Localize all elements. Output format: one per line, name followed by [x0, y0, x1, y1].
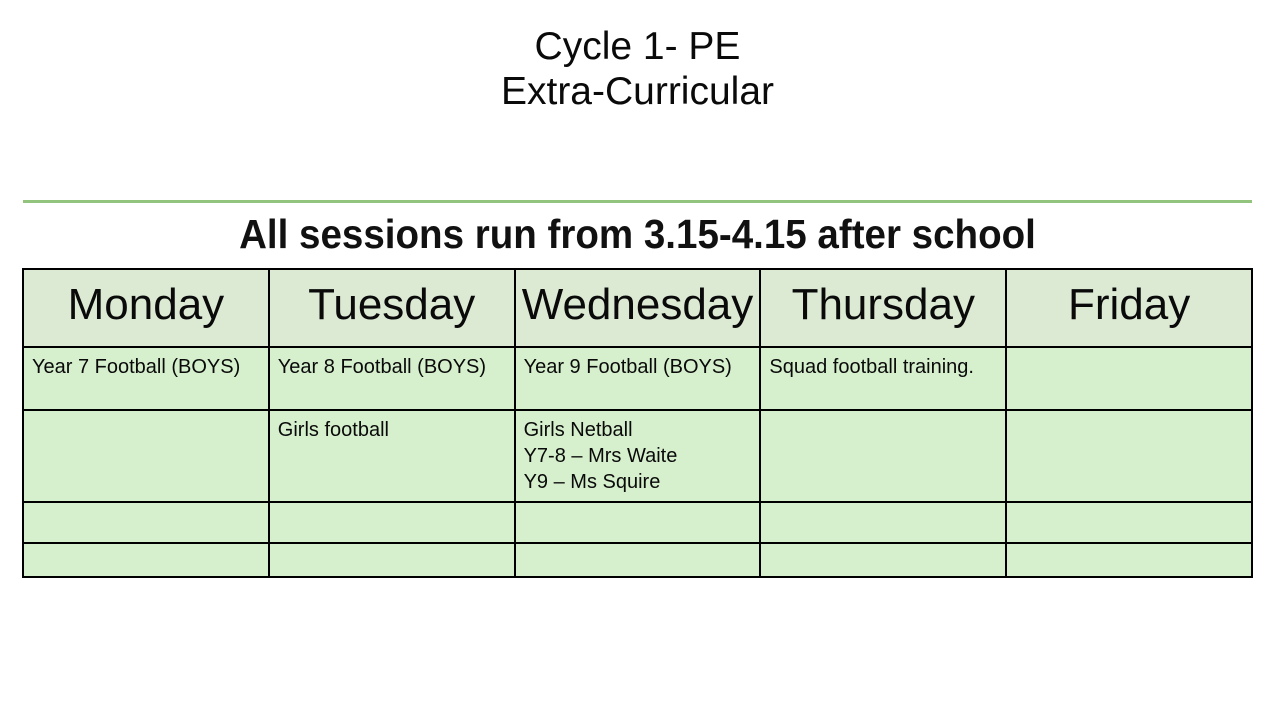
timetable-cell — [759, 542, 1008, 578]
timetable-cell — [22, 542, 270, 578]
table-row: Year 7 Football (BOYS) Year 8 Football (… — [22, 346, 1253, 411]
page-title-line2: Extra-Curricular — [500, 70, 775, 113]
green-divider-line — [23, 200, 1252, 203]
timetable-cell — [513, 501, 762, 544]
timetable-cell — [759, 409, 1008, 503]
day-header-friday: Friday — [1005, 268, 1253, 348]
timetable-cell: Year 9 Football (BOYS) — [513, 346, 762, 411]
page-title-line1: Cycle 1- PE — [534, 25, 741, 68]
session-times-heading: All sessions run from 3.15-4.15 after sc… — [239, 211, 1036, 257]
table-row — [22, 542, 1253, 578]
timetable-cell — [267, 542, 516, 578]
timetable-cell: Year 8 Football (BOYS) — [267, 346, 516, 411]
extracurricular-timetable: Monday Tuesday Wednesday Thursday Friday… — [22, 268, 1253, 578]
timetable-cell — [267, 501, 516, 544]
timetable-cell — [22, 501, 270, 544]
day-header-thursday: Thursday — [759, 268, 1008, 348]
timetable-cell — [22, 409, 270, 503]
timetable-cell — [1005, 542, 1253, 578]
timetable-cell: Squad football training. — [759, 346, 1008, 411]
timetable-cell: Girls football — [267, 409, 516, 503]
table-row: Girls football Girls Netball Y7-8 – Mrs … — [22, 409, 1253, 503]
timetable-cell — [1005, 409, 1253, 503]
timetable-cell — [759, 501, 1008, 544]
day-header-tuesday: Tuesday — [267, 268, 516, 348]
day-header-wednesday: Wednesday — [513, 268, 762, 348]
timetable-cell: Year 7 Football (BOYS) — [22, 346, 270, 411]
day-header-monday: Monday — [22, 268, 270, 348]
timetable-cell — [1005, 501, 1253, 544]
timetable-cell: Girls Netball Y7-8 – Mrs Waite Y9 – Ms S… — [513, 409, 762, 503]
page-title: Cycle 1- PE Extra-Curricular — [0, 24, 1275, 114]
timetable-cell — [1005, 346, 1253, 411]
table-row — [22, 501, 1253, 544]
timetable-cell — [513, 542, 762, 578]
table-header-row: Monday Tuesday Wednesday Thursday Friday — [22, 268, 1253, 348]
